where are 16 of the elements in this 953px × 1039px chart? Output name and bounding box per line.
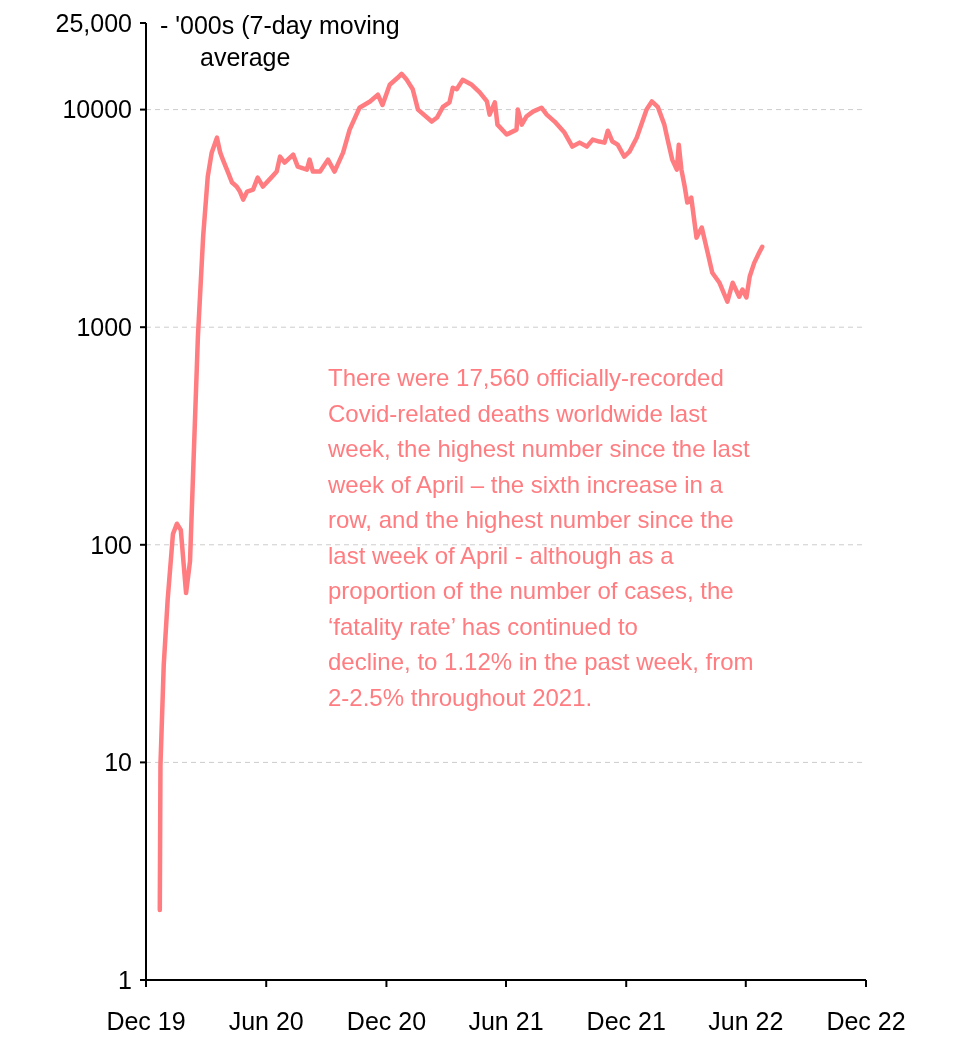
x-tick-label: Dec 21 xyxy=(586,1007,666,1035)
y-tick-label: 25,000 xyxy=(55,8,132,37)
y-axis-title: - '000s (7-day moving average xyxy=(160,11,400,71)
x-tick-label: Jun 22 xyxy=(708,1007,784,1035)
y-tick-label: 10 xyxy=(104,748,132,777)
line-series xyxy=(157,71,765,913)
x-tick-label: Dec 22 xyxy=(826,1007,906,1035)
x-tick-label: Dec 19 xyxy=(106,1007,186,1035)
text: There were 17,560 officially-recorded Covid-related deaths worldwide last week, the highest number since the last week of April – the sixth increase in a row, and the highest number since the last week of April - although as a proportion of the number of cases, the ‘fatality rate’ has continued to decline, to 1.12% in the past week, from 2-2.5% throughout 2021. xyxy=(328,364,754,711)
x-tick-label: Dec 20 xyxy=(346,1007,427,1035)
y-tick-label: 100 xyxy=(90,530,132,559)
y-tick-label: 1000 xyxy=(76,312,132,341)
y-tick-label: 10000 xyxy=(62,95,132,124)
x-tick-label: Jun 20 xyxy=(228,1007,304,1035)
y-tick-label: 1 xyxy=(118,965,132,994)
x-tick-label: Jun 21 xyxy=(468,1007,544,1035)
